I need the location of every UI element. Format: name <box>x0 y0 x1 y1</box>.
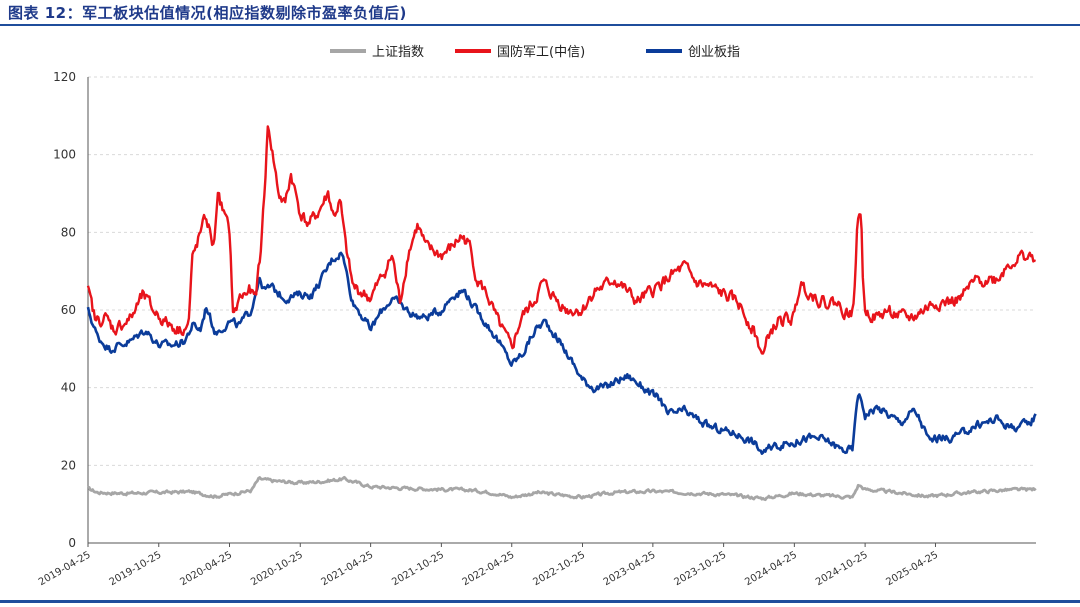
chart-title: 图表 12：军工板块估值情况(相应指数剔除市盈率负值后) <box>8 4 407 22</box>
x-tick-label: 2023-04-25 <box>602 550 658 589</box>
y-tick-label: 100 <box>53 148 76 162</box>
title-divider <box>0 24 1080 26</box>
x-tick-label: 2022-04-25 <box>461 550 517 589</box>
legend-label-sse: 上证指数 <box>372 45 424 60</box>
x-tick-label: 2022-10-25 <box>531 550 587 589</box>
x-tick-label: 2024-10-25 <box>814 550 870 589</box>
y-tick-label: 0 <box>68 536 76 550</box>
x-tick-label: 2019-04-25 <box>37 550 93 589</box>
x-tick-label: 2020-04-25 <box>178 550 234 589</box>
y-tick-labels: 0 20 40 60 80 100 120 <box>53 70 76 550</box>
x-tick-label: 2024-04-25 <box>743 550 799 589</box>
series-line-sse <box>87 475 1037 502</box>
x-tick-label: 2021-10-25 <box>390 550 446 589</box>
bottom-divider <box>0 600 1080 603</box>
series-line-chinext <box>86 251 1037 455</box>
y-tick-label: 120 <box>53 70 76 84</box>
x-tick-label: 2023-10-25 <box>672 550 728 589</box>
y-tick-label: 20 <box>61 458 76 472</box>
series-lines <box>86 125 1037 502</box>
legend-label-defense: 国防军工(中信) <box>497 44 585 60</box>
series-line-defense <box>86 125 1036 355</box>
legend: 上证指数 国防军工(中信) 创业板指 <box>330 44 740 60</box>
legend-label-chinext: 创业板指 <box>688 45 740 60</box>
y-tick-label: 40 <box>61 381 76 395</box>
y-tick-label: 60 <box>61 303 76 317</box>
x-tick-label: 2020-10-25 <box>249 550 305 589</box>
x-tick-labels: 2019-04-25 2019-10-25 2020-04-25 2020-10-25… <box>37 543 940 588</box>
x-tick-label: 2025-04-25 <box>884 550 940 589</box>
y-tick-label: 80 <box>61 225 76 239</box>
x-tick-label: 2021-04-25 <box>319 550 375 589</box>
x-tick-label: 2019-10-25 <box>108 550 164 589</box>
